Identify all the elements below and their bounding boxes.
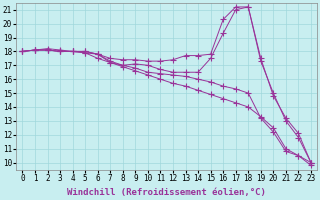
- X-axis label: Windchill (Refroidissement éolien,°C): Windchill (Refroidissement éolien,°C): [67, 188, 266, 197]
